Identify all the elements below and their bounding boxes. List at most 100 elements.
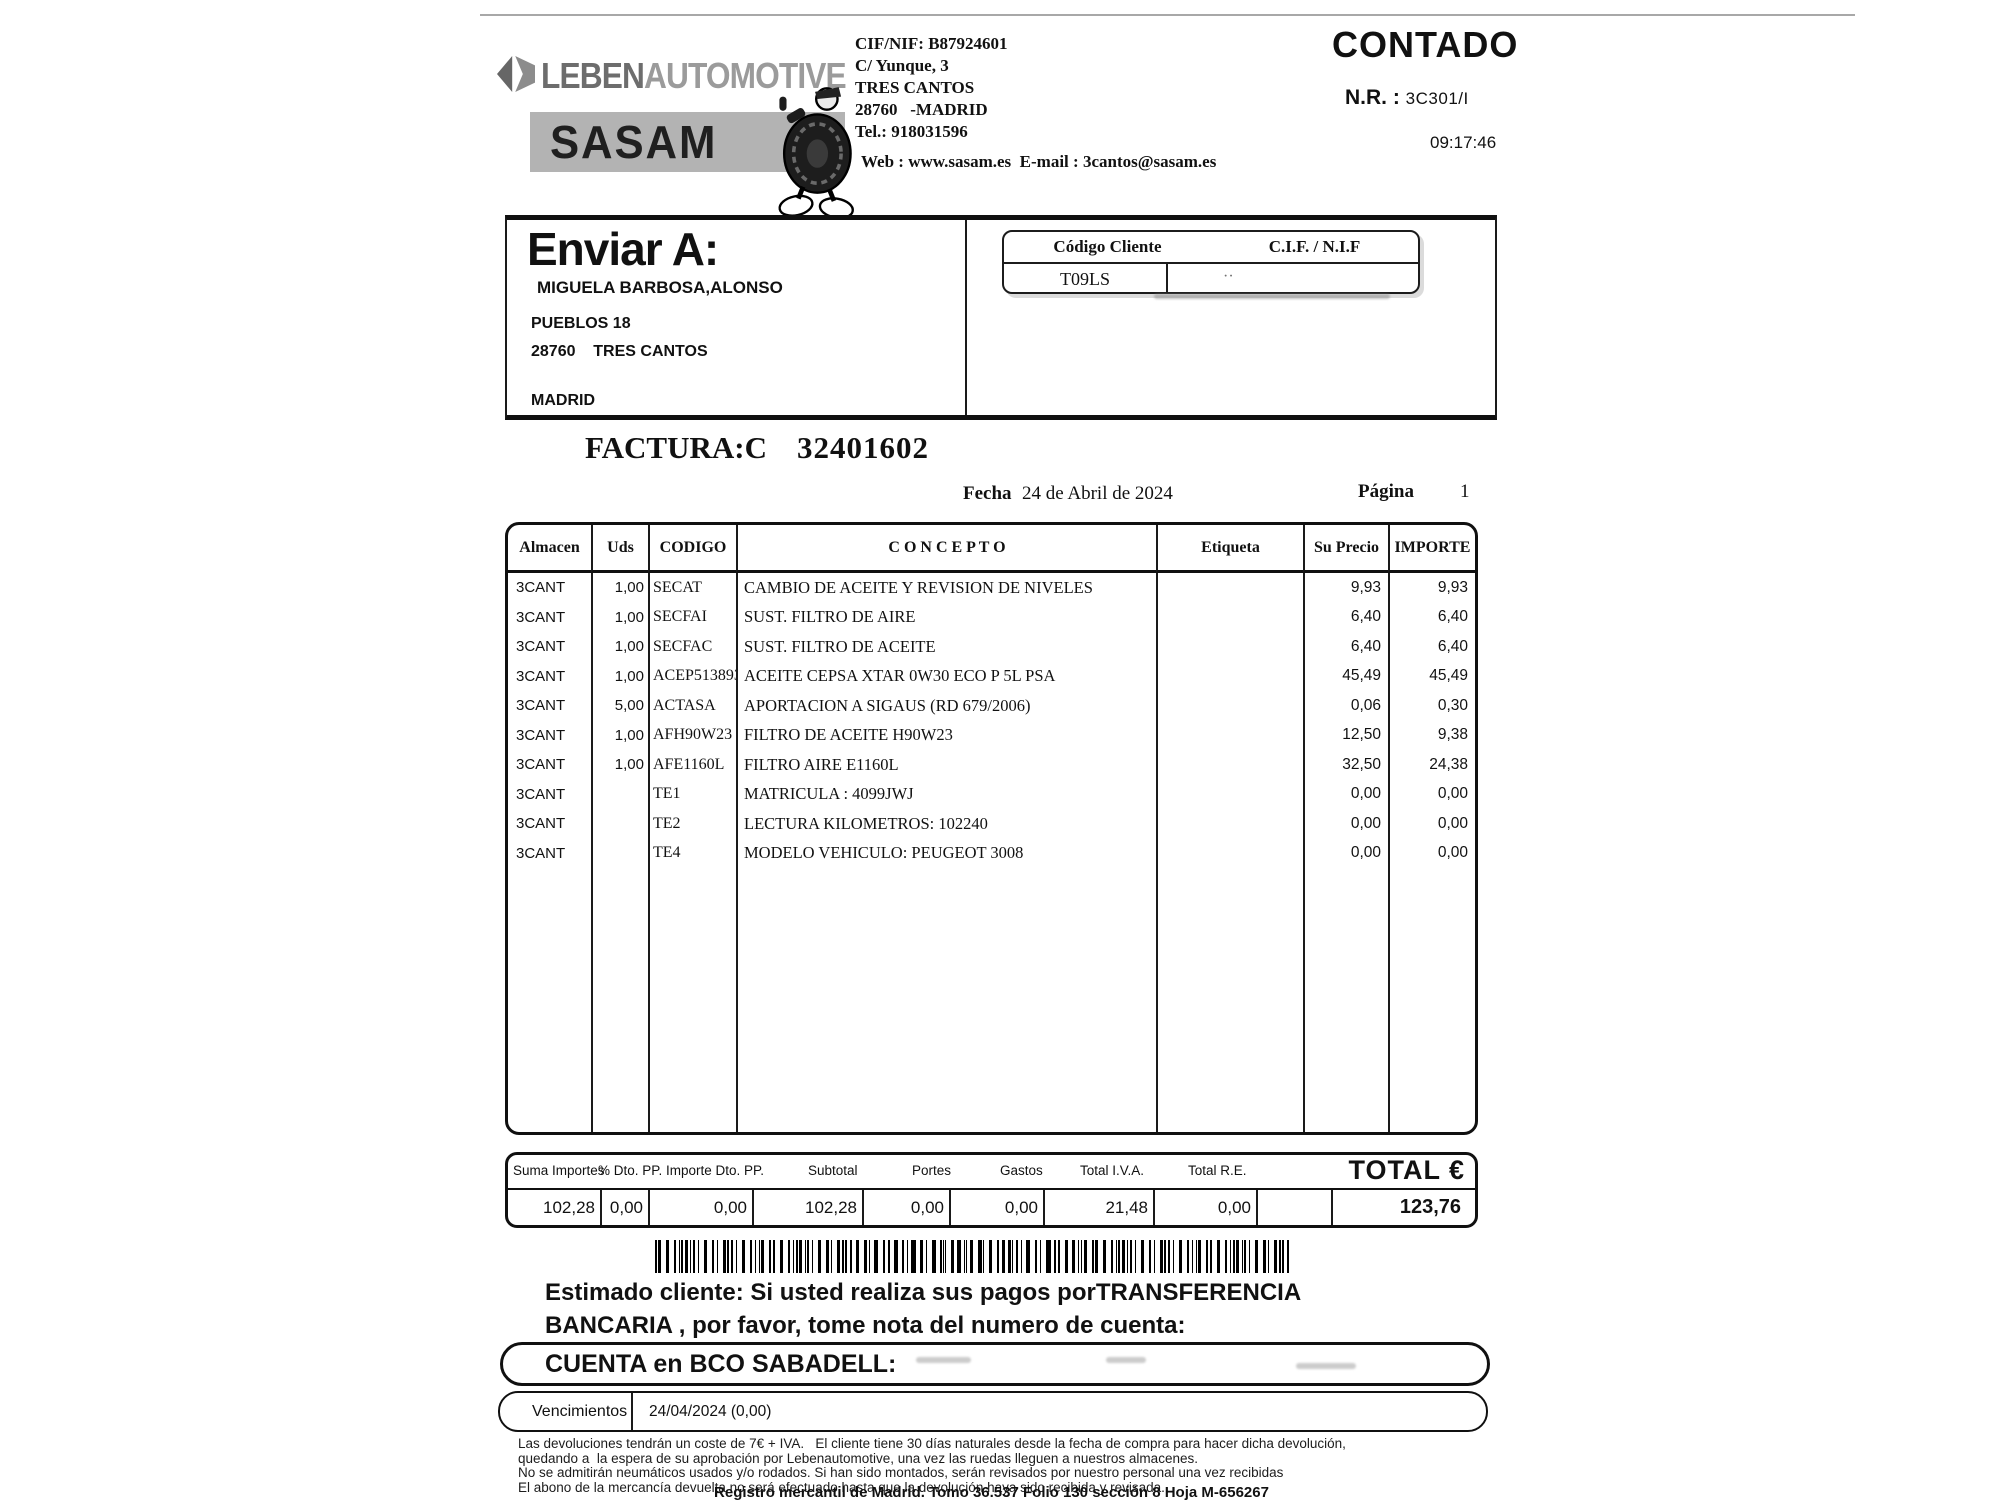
cell-su-precio: 32,50: [1303, 750, 1388, 780]
leben-diamond-icon: [497, 56, 535, 92]
company-web-email: Web : www.sasam.es E-mail : 3cantos@sasa…: [861, 152, 1217, 171]
cell-etiqueta: [1156, 838, 1303, 868]
cell-concepto: APORTACION A SIGAUS (RD 679/2006): [736, 691, 1156, 721]
cell-etiqueta: [1156, 779, 1303, 809]
company-info: CIF/NIF: B87924601 C/ Yunque, 3 TRES CAN…: [855, 33, 1216, 173]
cell-concepto: SUST. FILTRO DE AIRE: [736, 602, 1156, 632]
cell-uds: 5,00: [591, 691, 648, 721]
policy-line4: El abono de la mercancía devuelta no ser…: [518, 1479, 1165, 1495]
cif-nif-value: ··: [1223, 268, 1234, 285]
page-label: Página: [1358, 481, 1414, 502]
value-pct-dto: 0,00: [600, 1190, 648, 1225]
value-total-iva: 21,48: [1043, 1190, 1153, 1225]
company-city: TRES CANTOS: [855, 78, 975, 97]
invoice-title-line: FACTURA:C 32401602: [585, 430, 929, 466]
cell-codigo: SECAT: [648, 573, 736, 603]
cell-su-precio: 0,00: [1303, 779, 1388, 809]
cell-almacen: 3CANT: [516, 756, 566, 774]
label-pct-dto: % Dto. PP.: [598, 1163, 663, 1178]
brand-part2: AUTOMOTIVE: [643, 55, 847, 96]
cell-uds: 1,00: [591, 750, 648, 780]
cell-uds: 1,00: [591, 661, 648, 691]
value-suma-importes: 102,28: [543, 1197, 595, 1217]
cell-importe: 0,30: [1388, 691, 1475, 721]
scan-top-divider: [480, 14, 1855, 16]
payment-note: Estimado cliente: Si usted realiza sus p…: [545, 1276, 1301, 1342]
cell-uds: [591, 838, 648, 868]
col-header-importe: IMPORTE: [1388, 525, 1475, 573]
brand-wordmark: LEBENAUTOMOTIVE: [541, 55, 847, 97]
account-redaction: [896, 1345, 1487, 1383]
cell-etiqueta: [1156, 573, 1303, 603]
due-dates-box: Vencimientos 24/04/2024 (0,00): [498, 1391, 1488, 1432]
policy-line1: Las devoluciones tendrán un coste de 7€ …: [518, 1436, 1346, 1451]
ship-to-title: Enviar A:: [527, 223, 719, 275]
cell-codigo: ACEP513893: [648, 661, 736, 691]
policy-line2: quedando a la espera de su aprobación po…: [518, 1450, 1198, 1466]
cell-su-precio: 6,40: [1303, 632, 1388, 662]
redaction-smudge: [1154, 294, 1390, 299]
customer-address2: 28760 TRES CANTOS: [531, 343, 708, 360]
cell-concepto: SUST. FILTRO DE ACEITE: [736, 632, 1156, 662]
cell-almacen: 3CANT: [516, 726, 566, 744]
cell-su-precio: 6,40: [1303, 602, 1388, 632]
cell-uds: 1,00: [591, 602, 648, 632]
cell-concepto: MATRICULA : 4099JWJ: [736, 779, 1156, 809]
due-dates-value: 24/04/2024 (0,00): [649, 1402, 772, 1420]
cell-etiqueta: [1156, 691, 1303, 721]
cell-etiqueta: [1156, 720, 1303, 750]
due-dates-label: Vencimientos: [532, 1402, 628, 1420]
cell-codigo: ACTASA: [648, 691, 736, 721]
bank-account-label: CUENTA en BCO SABADELL:: [545, 1349, 897, 1378]
cell-etiqueta: [1156, 661, 1303, 691]
label-suma-importes: Suma Importes: [513, 1163, 605, 1178]
document-time: 09:17:46: [1430, 133, 1497, 152]
customer-address3: MADRID: [531, 392, 595, 409]
policy-line3: No se admitirán neumáticos usados y/o ro…: [518, 1465, 1284, 1480]
label-importe-dto: Importe Dto. PP.: [666, 1163, 765, 1178]
cell-uds: 1,00: [591, 632, 648, 662]
cell-concepto: LECTURA KILOMETROS: 102240: [736, 809, 1156, 839]
cell-uds: 1,00: [591, 720, 648, 750]
ship-to-divider: [965, 220, 967, 415]
cell-concepto: MODELO VEHICULO: PEUGEOT 3008: [736, 838, 1156, 868]
label-total-iva: Total I.V.A.: [1080, 1163, 1145, 1178]
totals-box: Suma Importes % Dto. PP. Importe Dto. PP…: [505, 1152, 1478, 1228]
col-header-concepto: C O N C E P T O: [736, 525, 1156, 573]
customer-address1: PUEBLOS 18: [531, 315, 631, 332]
value-portes: 0,00: [862, 1190, 949, 1225]
cell-almacen: 3CANT: [516, 608, 566, 626]
cell-codigo: SECFAI: [648, 602, 736, 632]
nr-label: N.R. :: [1345, 86, 1400, 109]
label-subtotal: Subtotal: [808, 1163, 858, 1178]
cell-almacen: 3CANT: [516, 667, 566, 685]
client-code-box: Código Cliente C.I.F. / N.I.F T09LS ··: [1002, 230, 1420, 299]
page-number: 1: [1460, 481, 1470, 502]
company-postal: 28760 -MADRID: [855, 100, 988, 119]
cell-su-precio: 0,06: [1303, 691, 1388, 721]
brand-part1: LEBEN: [541, 55, 645, 96]
sasam-wordmark: SASAM: [550, 116, 718, 168]
cell-uds: [591, 779, 648, 809]
cell-su-precio: 12,50: [1303, 720, 1388, 750]
date-label: Fecha: [963, 483, 1012, 504]
bank-account-box: CUENTA en BCO SABADELL:: [500, 1342, 1490, 1386]
due-dates-divider: [631, 1393, 633, 1430]
cell-concepto: FILTRO AIRE E1160L: [736, 750, 1156, 780]
cell-etiqueta: [1156, 750, 1303, 780]
value-importe-dto: 0,00: [648, 1190, 752, 1225]
client-code-header: Código Cliente: [1053, 237, 1162, 256]
cell-etiqueta: [1156, 632, 1303, 662]
cif-nif-header: C.I.F. / N.I.F: [1268, 237, 1361, 256]
col-header-uds: Uds: [591, 525, 648, 573]
cell-almacen: 3CANT: [516, 579, 566, 597]
cell-importe: 0,00: [1388, 779, 1475, 809]
value-total-re: 0,00: [1153, 1190, 1256, 1225]
cell-codigo: TE2: [648, 809, 736, 839]
cell-importe: 9,38: [1388, 720, 1475, 750]
cell-codigo: SECFAC: [648, 632, 736, 662]
cell-uds: [591, 809, 648, 839]
payment-note-line1: Estimado cliente: Si usted realiza sus p…: [545, 1279, 1302, 1306]
value-subtotal: 102,28: [752, 1190, 862, 1225]
cell-importe: 6,40: [1388, 602, 1475, 632]
